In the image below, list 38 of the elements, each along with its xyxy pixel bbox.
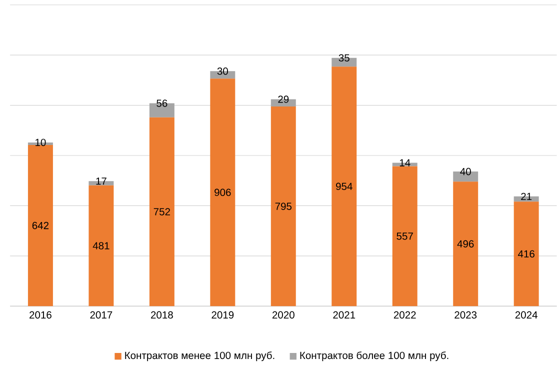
x-tick-label: 2018 [151,311,173,319]
data-label: 56 [156,100,168,107]
data-label: 954 [336,182,352,190]
data-label: 35 [338,54,350,62]
x-tick-label: 2019 [212,311,234,319]
x-tick-label: 2017 [90,311,112,319]
bar [514,202,539,306]
x-tick-label: 2022 [394,311,416,319]
bar [28,144,53,306]
data-label: 795 [275,202,292,210]
bar [453,182,478,306]
bar [88,185,114,306]
bar [270,106,296,306]
data-label: 496 [457,240,474,248]
x-tick-label: 2016 [30,311,52,319]
data-label: 40 [460,168,471,176]
data-label: 17 [96,178,106,185]
x-tick-label: 2023 [454,311,477,319]
data-label: 481 [92,242,110,250]
data-label: 642 [32,222,49,230]
legend-label: Контрактов более 100 млн руб. [300,351,448,362]
data-label: 29 [278,96,289,103]
data-label: 10 [36,138,46,146]
data-label: 30 [217,68,228,75]
legend-label: Контрактов менее 100 млн руб. [125,351,274,362]
x-tick-label: 2020 [272,311,294,319]
bar [392,166,418,306]
data-label: 21 [521,192,532,200]
data-label: 752 [154,208,170,216]
data-label: 14 [400,159,410,166]
data-label: 416 [518,250,534,258]
x-tick-label: 2021 [333,311,356,319]
bar [149,117,174,306]
bar [332,66,357,306]
x-tick-label: 2024 [515,311,538,319]
data-label: 557 [396,232,413,240]
bar [210,78,236,306]
data-label: 906 [214,188,231,196]
